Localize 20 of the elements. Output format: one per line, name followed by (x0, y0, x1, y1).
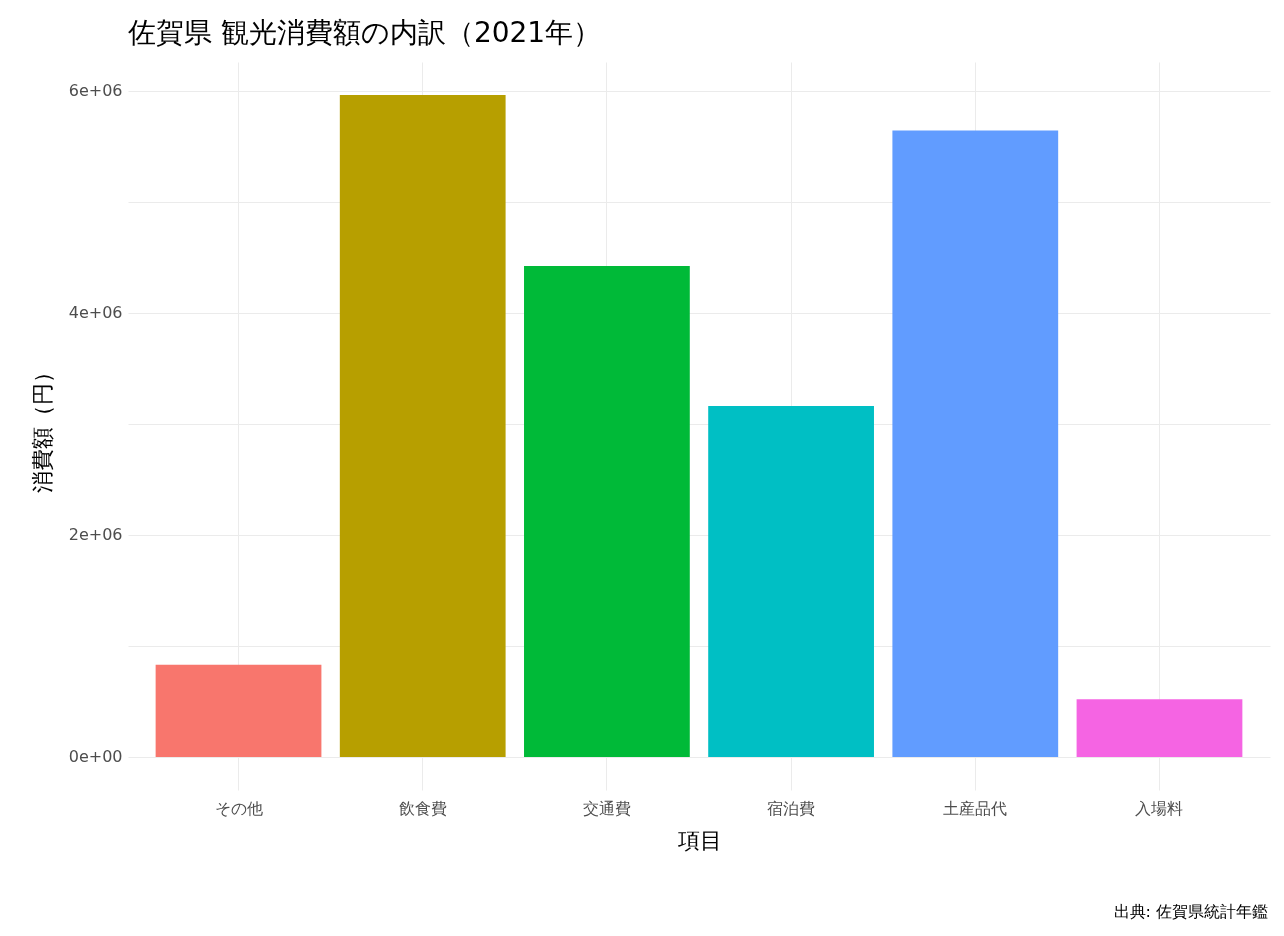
y-tick-label: 2e+06 (68, 525, 123, 545)
x-tick-label: 入場料 (1135, 798, 1184, 818)
y-tick-label: 0e+00 (68, 747, 123, 767)
y-axis-title: 消費額（円） (29, 360, 55, 493)
bar (892, 130, 1059, 757)
y-tick-label: 6e+06 (68, 81, 123, 101)
bar (339, 95, 506, 757)
source-note: 出典: 佐賀県統計年鑑 (1113, 902, 1268, 923)
y-tick-label: 4e+06 (68, 303, 123, 323)
bar (1076, 699, 1243, 757)
bar (708, 406, 874, 757)
bar (524, 266, 690, 757)
x-axis-title: 項目 (676, 827, 722, 853)
x-tick-label: 土産品代 (943, 798, 1008, 818)
x-tick-label: 宿泊費 (767, 798, 816, 818)
x-tick-label: 飲食費 (398, 798, 447, 818)
x-tick-label: その他 (214, 798, 263, 818)
x-tick-label: 交通費 (582, 798, 631, 818)
chart-title: 佐賀県 観光消費額の内訳（2021年） (128, 16, 602, 49)
bar (155, 664, 322, 757)
